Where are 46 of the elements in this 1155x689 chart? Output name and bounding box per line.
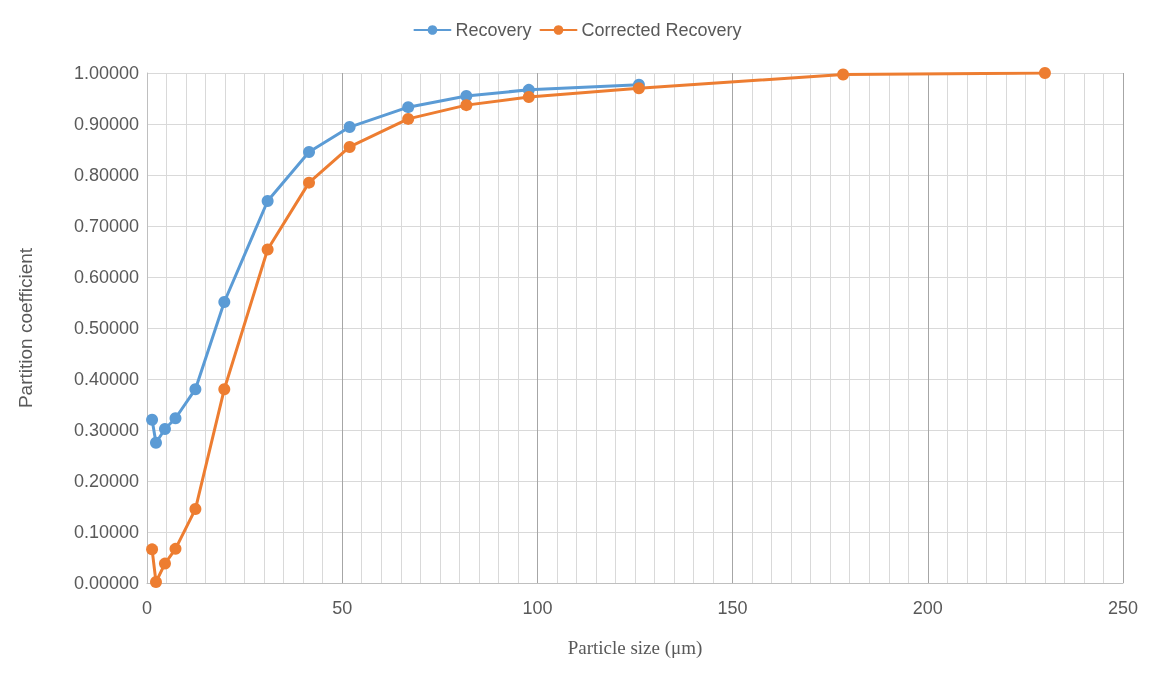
y-tick-label: 0.40000: [73, 369, 139, 389]
point: [149, 436, 162, 449]
point: [189, 503, 202, 516]
x-tick-label: 100: [522, 598, 553, 618]
legend-label: Recovery: [455, 20, 532, 40]
point: [261, 195, 274, 208]
point: [169, 412, 182, 425]
y-tick-label: 0.30000: [73, 420, 139, 440]
legend-label: Corrected Recovery: [581, 20, 742, 40]
point: [343, 121, 356, 134]
point: [169, 542, 182, 555]
x-tick-label: 0: [141, 598, 153, 618]
point: [149, 575, 162, 588]
point: [402, 112, 415, 125]
point: [146, 543, 159, 556]
y-tick-label: 0.50000: [73, 318, 139, 338]
y-tick-label: 0.20000: [73, 471, 139, 491]
point: [837, 68, 850, 81]
x-axis-title: Particle size (μm): [567, 637, 703, 659]
point: [158, 422, 171, 435]
y-tick-label: 0.90000: [73, 114, 139, 134]
y-tick-label: 1.00000: [73, 63, 139, 83]
x-tick-label: 250: [1107, 598, 1139, 618]
point: [402, 101, 415, 114]
x-tick-label: 200: [912, 598, 943, 618]
point: [460, 99, 473, 112]
point: [146, 413, 159, 426]
y-tick-label: 0.60000: [73, 267, 139, 287]
point: [218, 295, 231, 308]
x-tick-label: 150: [717, 598, 748, 618]
y-tick-label: 0.80000: [73, 165, 139, 185]
point: [158, 557, 171, 570]
point: [522, 90, 535, 103]
y-tick-label: 0.10000: [73, 522, 139, 542]
y-tick-label: 0.00000: [73, 573, 139, 593]
point: [303, 176, 316, 189]
point: [1038, 67, 1051, 79]
point: [343, 140, 356, 153]
point: [303, 146, 316, 159]
x-tick-label: 50: [332, 598, 353, 618]
y-tick-label: 0.70000: [73, 216, 139, 236]
point: [261, 243, 274, 256]
y-axis-title: Partition coefficient: [15, 247, 36, 409]
point: [632, 82, 645, 95]
point: [189, 383, 202, 396]
point: [218, 383, 231, 396]
